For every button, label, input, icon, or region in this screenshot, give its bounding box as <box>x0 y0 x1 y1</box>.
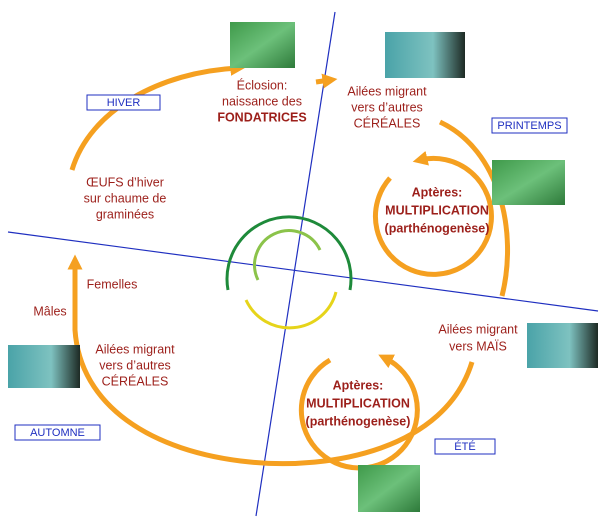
axes <box>7 11 599 517</box>
stage-label: Ailées migrant <box>95 342 175 356</box>
season-label: ÉTÉ <box>454 440 475 453</box>
stage-label: (parthénogenèse) <box>306 414 411 428</box>
season-label: AUTOMNE <box>30 427 85 439</box>
stage-label: CÉRÉALES <box>354 115 421 130</box>
season-box <box>434 438 496 455</box>
stage-label: vers d’autres <box>99 358 171 372</box>
stage-label: Ailées migrant <box>438 322 518 336</box>
stage-label: (parthénogenèse) <box>385 221 490 235</box>
stage-label: ŒUFS d’hiver <box>86 175 164 189</box>
season-box <box>491 117 568 134</box>
stage-label: Femelles <box>87 277 138 291</box>
season-label: PRINTEMPS <box>497 120 561 132</box>
stage-label: vers MAÏS <box>449 339 507 353</box>
season-label: HIVER <box>107 97 141 109</box>
stage-label: Aptères: <box>412 185 463 199</box>
season-box <box>86 94 161 111</box>
stage-label: Éclosion: <box>237 77 288 92</box>
stage-label: Mâles <box>33 304 66 318</box>
stage-label: naissance des <box>222 94 302 108</box>
stage-label: MULTIPLICATION <box>306 396 410 410</box>
season-box <box>14 424 101 441</box>
stage-label: Ailées migrant <box>347 84 427 98</box>
stage-label: FONDATRICES <box>217 110 306 124</box>
stage-label: MULTIPLICATION <box>385 203 489 217</box>
stage-label: Aptères: <box>333 378 384 392</box>
stage-label: CÉRÉALES <box>102 373 169 388</box>
stage-label: graminées <box>96 207 154 221</box>
center-arcs <box>225 215 353 330</box>
stage-label: vers d’autres <box>351 100 423 114</box>
photos <box>8 22 598 512</box>
cycle-arrows <box>67 60 510 471</box>
stage-label: sur chaume de <box>84 191 167 205</box>
